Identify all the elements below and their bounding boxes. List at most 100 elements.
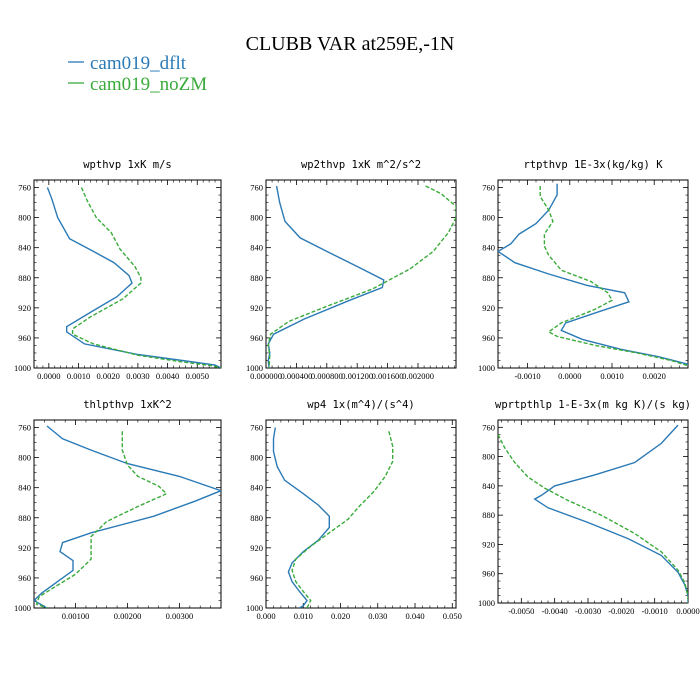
x-tick-label: 0.000 xyxy=(256,611,275,621)
x-tick-label: -0.0010 xyxy=(514,371,540,381)
y-tick-label: 880 xyxy=(18,513,31,523)
y-tick-label: 880 xyxy=(250,273,263,283)
y-tick-label: 1000 xyxy=(246,363,263,373)
legend: cam019_dflt cam019_noZM xyxy=(68,53,207,95)
plot-frame xyxy=(497,179,689,369)
x-tick-label: 0.00100 xyxy=(62,611,90,621)
x-tick-label: 0.0020 xyxy=(97,371,120,381)
y-tick-label: 760 xyxy=(482,183,495,193)
y-tick-label: 960 xyxy=(250,573,263,583)
y-tick-label: 880 xyxy=(250,513,263,523)
y-tick-label: 840 xyxy=(18,243,31,253)
x-tick-label: -0.0030 xyxy=(575,606,601,616)
panel-1: wpthvp 1xK m/s 760 800 840 880 920 960 1000 0.00… xyxy=(14,159,222,381)
panel-title: wp4 1x(m^4)/(s^4) xyxy=(307,399,414,411)
x-tick-label: 0.0050 xyxy=(186,371,209,381)
panel-title: wp2thvp 1xK m^2/s^2 xyxy=(301,159,421,171)
y-tick-label: 960 xyxy=(18,333,31,343)
x-tick-label: 0.00200 xyxy=(114,611,142,621)
series-line-dflt xyxy=(533,424,688,603)
x-tick-label: -0.0010 xyxy=(642,606,668,616)
y-tick-label: 920 xyxy=(18,543,31,553)
y-tick-label: 760 xyxy=(250,423,263,433)
panel-title: wprtpthlp 1-E-3x(m kg K)/(s kg) xyxy=(495,399,691,411)
y-tick-label: 800 xyxy=(18,453,31,463)
series-line-dflt xyxy=(46,187,221,368)
y-tick-label: 880 xyxy=(482,510,495,520)
legend-label-dflt: cam019_dflt xyxy=(90,53,187,74)
series-line-nozm xyxy=(291,431,394,608)
y-tick-label: 1000 xyxy=(246,603,263,613)
y-tick-label: 960 xyxy=(482,333,495,343)
y-tick-label: 920 xyxy=(250,543,263,553)
x-tick-label: 0.0000 xyxy=(676,606,699,616)
x-tick-label: 0.040 xyxy=(405,611,424,621)
series-line-nozm xyxy=(539,186,688,367)
y-tick-label: 840 xyxy=(18,483,31,493)
x-tick-label: -0.0050 xyxy=(508,606,534,616)
plot-frame xyxy=(265,419,457,609)
x-tick-label: 0.001600 xyxy=(372,371,404,381)
x-tick-label: 0.000000 xyxy=(250,371,282,381)
x-tick-label: 0.0000 xyxy=(558,371,581,381)
y-tick-label: 840 xyxy=(482,243,495,253)
y-tick-label: 840 xyxy=(250,483,263,493)
y-tick-label: 880 xyxy=(18,273,31,283)
series-line-nozm xyxy=(35,431,168,608)
panel-title: wpthvp 1xK m/s xyxy=(83,159,172,171)
panel-title: thlpthvp 1xK^2 xyxy=(83,399,172,411)
x-tick-label: -0.0020 xyxy=(608,606,634,616)
y-tick-label: 1000 xyxy=(14,603,31,613)
x-tick-label: 0.0010 xyxy=(600,371,623,381)
y-tick-label: 960 xyxy=(250,333,263,343)
y-tick-label: 920 xyxy=(18,303,31,313)
panel-5: wp4 1x(m^4)/(s^4)76080084088092096010000… xyxy=(246,399,462,621)
x-tick-label: 0.001200 xyxy=(341,371,373,381)
x-tick-label: 0.030 xyxy=(368,611,387,621)
panel-6: wprtpthlp 1-E-3x(m kg K)/(s kg) 760 800 840… xyxy=(478,399,700,616)
legend-label-nozm: cam019_noZM xyxy=(90,74,207,95)
plot-frame xyxy=(33,179,222,369)
x-tick-label: 0.0040 xyxy=(156,371,179,381)
x-tick-label: 0.0010 xyxy=(67,371,90,381)
y-tick-label: 920 xyxy=(482,539,495,549)
y-tick-label: 800 xyxy=(482,213,495,223)
x-tick-label: 0.020 xyxy=(331,611,350,621)
panel-title: rtpthvp 1E-3x(kg/kg) K xyxy=(523,159,663,171)
y-tick-label: 1000 xyxy=(14,363,31,373)
x-tick-label: 0.002000 xyxy=(402,371,434,381)
plot-frame xyxy=(265,179,457,369)
y-tick-label: 920 xyxy=(250,303,263,313)
x-tick-label: 0.0020 xyxy=(643,371,666,381)
series-line-dflt xyxy=(498,183,688,365)
y-tick-label: 800 xyxy=(482,452,495,462)
series-line-nozm xyxy=(71,187,221,368)
series-line-dflt xyxy=(267,185,385,368)
x-tick-label: 0.00300 xyxy=(166,611,194,621)
y-tick-label: 760 xyxy=(18,183,31,193)
y-tick-label: 760 xyxy=(18,423,31,433)
y-tick-label: 960 xyxy=(18,573,31,583)
y-tick-label: 880 xyxy=(482,273,495,283)
x-tick-label: 0.0000 xyxy=(37,371,60,381)
y-tick-label: 1000 xyxy=(478,598,495,608)
x-tick-label: 0.010 xyxy=(294,611,313,621)
y-tick-label: 760 xyxy=(482,422,495,432)
series-line-dflt xyxy=(272,427,330,608)
y-tick-label: 840 xyxy=(482,481,495,491)
x-tick-label: 0.000400 xyxy=(280,371,312,381)
panel-3: rtpthvp 1E-3x(kg/kg) K 760 800 840 880 920 960… xyxy=(478,159,689,381)
y-tick-label: 960 xyxy=(482,569,495,579)
plot-frame xyxy=(497,419,689,604)
panel-4: thlpthvp 1xK^2 760 800 840 880 920 960 1000 0.00… xyxy=(14,399,222,621)
y-tick-label: 840 xyxy=(250,243,263,253)
figure-title: CLUBB VAR at259E,-1N xyxy=(246,33,455,55)
panels: wpthvp 1xK m/s76080084088092096010000.00… xyxy=(14,159,700,621)
plot-frame xyxy=(33,419,222,609)
y-tick-label: 920 xyxy=(482,303,495,313)
x-tick-label: 0.050 xyxy=(443,611,462,621)
y-tick-label: 800 xyxy=(18,213,31,223)
series-line-dflt xyxy=(34,425,221,608)
series-line-nozm xyxy=(267,185,456,368)
